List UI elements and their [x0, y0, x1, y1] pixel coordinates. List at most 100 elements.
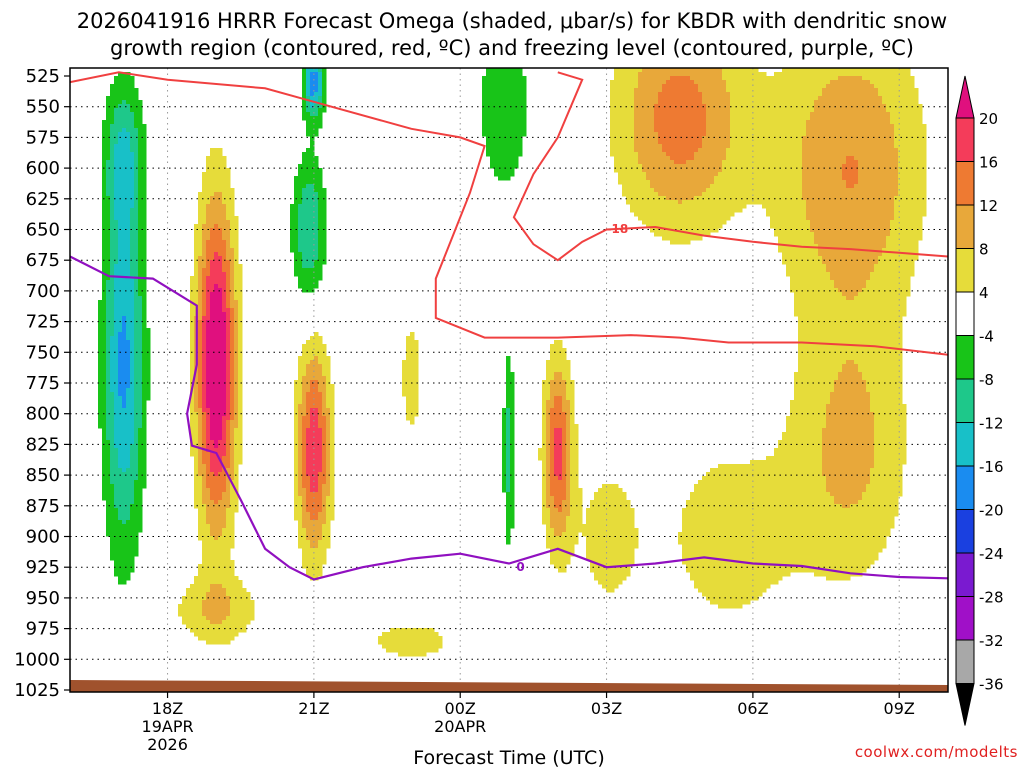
omega-cell: [134, 336, 139, 341]
omega-cell: [318, 176, 323, 181]
omega-cell: [130, 148, 135, 153]
omega-cell: [614, 84, 619, 89]
omega-cell: [422, 632, 427, 637]
omega-cell: [110, 84, 115, 89]
omega-cell: [506, 532, 511, 537]
omega-cell: [494, 152, 499, 157]
omega-cell: [410, 356, 415, 361]
omega-cell: [314, 428, 319, 433]
omega-cell: [214, 628, 219, 633]
omega-cell: [618, 80, 623, 85]
omega-cell: [226, 440, 231, 445]
omega-cell: [502, 424, 507, 429]
omega-cell: [214, 440, 219, 445]
omega-cell: [318, 432, 323, 437]
omega-cell: [302, 228, 307, 233]
omega-cell: [550, 520, 555, 525]
omega-cell: [310, 244, 315, 249]
omega-cell: [222, 576, 227, 581]
omega-cell: [330, 512, 335, 517]
omega-cell: [214, 492, 219, 497]
omega-cell: [610, 528, 615, 533]
omega-cell: [146, 332, 151, 337]
omega-cell: [226, 260, 231, 265]
omega-cell: [214, 572, 219, 577]
omega-cell: [602, 492, 607, 497]
omega-cell: [118, 316, 123, 321]
omega-cell: [622, 108, 627, 113]
omega-cell: [578, 508, 583, 513]
omega-cell: [218, 552, 223, 557]
omega-cell: [626, 124, 631, 129]
omega-cell: [198, 272, 203, 277]
omega-cell: [206, 268, 211, 273]
omega-cell: [330, 460, 335, 465]
omega-cell: [102, 480, 107, 485]
omega-cell: [106, 412, 111, 417]
omega-cell: [230, 588, 235, 593]
omega-cell: [318, 392, 323, 397]
omega-cell: [630, 116, 635, 121]
omega-cell: [306, 512, 311, 517]
omega-cell: [498, 144, 503, 149]
omega-cell: [498, 148, 503, 153]
omega-cell: [314, 168, 319, 173]
omega-cell: [238, 324, 243, 329]
omega-cell: [114, 352, 119, 357]
omega-cell: [138, 216, 143, 221]
omega-cell: [214, 200, 219, 205]
omega-cell: [502, 156, 507, 161]
omega-cell: [138, 508, 143, 513]
omega-cell: [414, 640, 419, 645]
omega-cell: [510, 136, 515, 141]
omega-cell: [210, 260, 215, 265]
omega-cell: [562, 436, 567, 441]
omega-cell: [306, 92, 311, 97]
omega-cell: [118, 360, 123, 365]
omega-cell: [318, 240, 323, 245]
omega-cell: [114, 200, 119, 205]
omega-cell: [610, 136, 615, 141]
omega-cell: [238, 596, 243, 601]
omega-cell: [506, 516, 511, 521]
omega-cell: [562, 472, 567, 477]
omega-cell: [294, 460, 299, 465]
omega-cell: [562, 356, 567, 361]
omega-cell: [222, 344, 227, 349]
omega-cell: [622, 528, 627, 533]
omega-cell: [138, 404, 143, 409]
omega-cell: [562, 504, 567, 509]
omega-cell: [138, 476, 143, 481]
omega-cell: [550, 496, 555, 501]
omega-cell: [322, 492, 327, 497]
omega-cell: [118, 448, 123, 453]
omega-cell: [134, 248, 139, 253]
omega-cell: [218, 220, 223, 225]
omega-cell: [550, 400, 555, 405]
omega-cell: [130, 188, 135, 193]
omega-cell: [310, 484, 315, 489]
omega-cell: [562, 492, 567, 497]
omega-cell: [122, 180, 127, 185]
omega-cell: [498, 68, 503, 73]
omega-cell: [430, 636, 435, 641]
omega-cell: [110, 296, 115, 301]
omega-cell: [234, 216, 239, 221]
omega-cell: [626, 72, 631, 77]
omega-cell: [290, 220, 295, 225]
omega-cell: [550, 488, 555, 493]
omega-cell: [566, 468, 571, 473]
omega-cell: [110, 516, 115, 521]
omega-cell: [110, 208, 115, 213]
omega-cell: [510, 436, 515, 441]
omega-cell: [122, 96, 127, 101]
omega-cell: [126, 92, 131, 97]
omega-cell: [222, 232, 227, 237]
omega-cell: [118, 580, 123, 585]
omega-cell: [138, 244, 143, 249]
omega-cell: [506, 528, 511, 533]
omega-cell: [234, 372, 239, 377]
omega-cell: [98, 336, 103, 341]
omega-cell: [130, 264, 135, 269]
omega-cell: [234, 308, 239, 313]
